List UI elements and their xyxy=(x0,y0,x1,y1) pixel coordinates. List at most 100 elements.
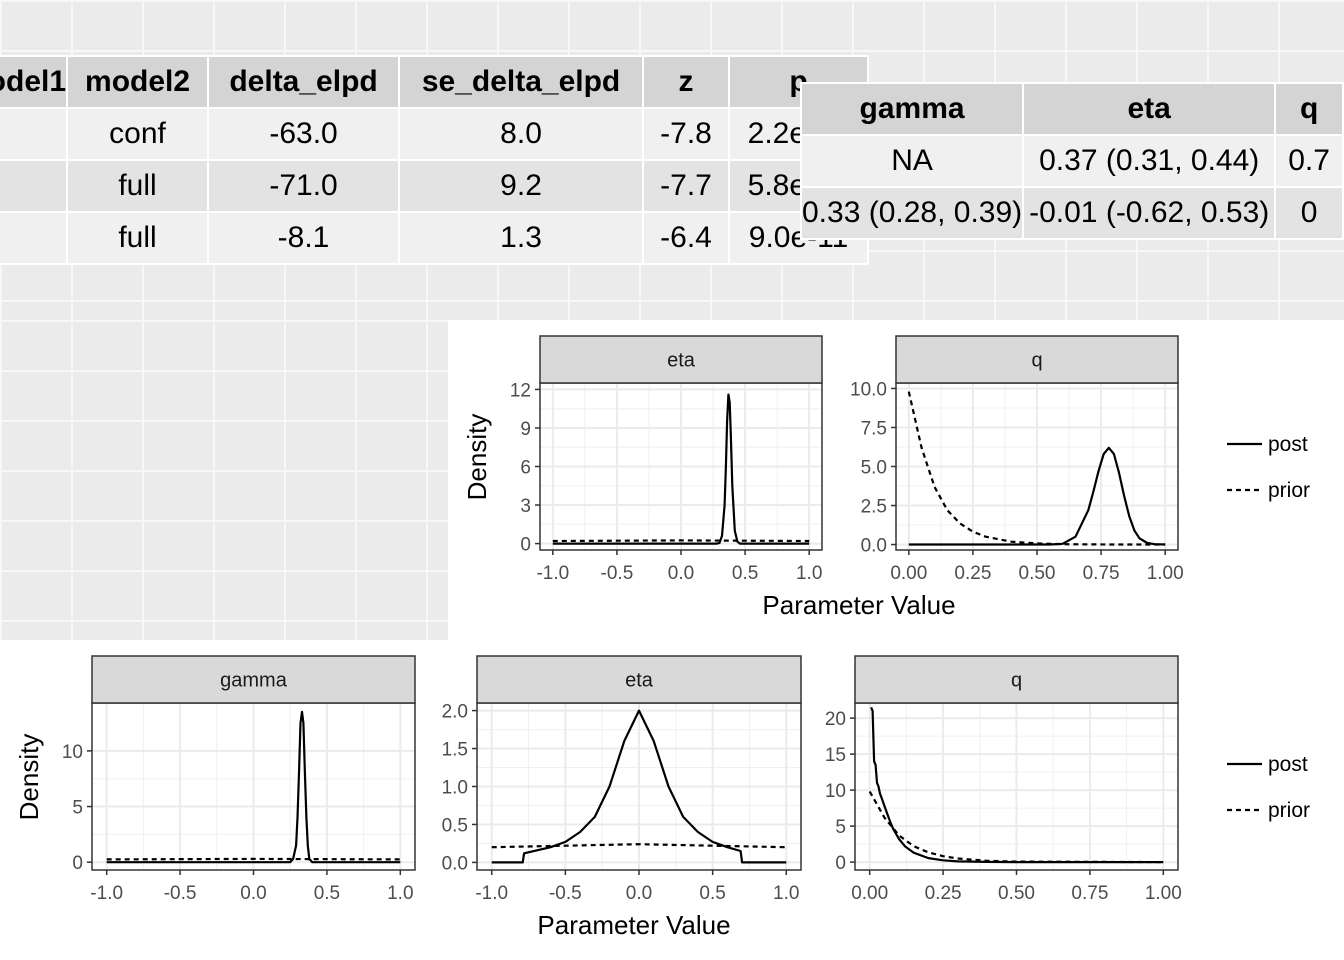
table-cell: -63.0 xyxy=(207,107,401,161)
x-tick-label: -1.0 xyxy=(536,563,569,584)
y-tick-label: 10.0 xyxy=(850,379,887,400)
x-tick-label: 0.25 xyxy=(925,883,962,904)
series-line-post xyxy=(552,393,810,545)
x-tick-label: 0.5 xyxy=(732,563,758,584)
legend-label: prior xyxy=(1268,799,1310,822)
table-cell xyxy=(0,107,69,161)
table-cell: -8.1 xyxy=(207,211,401,265)
table-cell: full xyxy=(66,211,210,265)
y-tick-label: 20 xyxy=(825,709,846,730)
x-tick-label: -1.0 xyxy=(90,883,123,904)
x-tick-label: 0.50 xyxy=(998,883,1035,904)
x-tick-label: -0.5 xyxy=(549,883,582,904)
x-tick-label: 0.00 xyxy=(851,883,888,904)
table-row: NA 0.37 (0.31, 0.44) 0.7 xyxy=(799,134,1344,188)
table-cell: 9.2 xyxy=(398,159,645,213)
x-axis-title: Parameter Value xyxy=(537,910,730,940)
legend-label: post xyxy=(1268,433,1308,456)
y-tick-label: 7.5 xyxy=(861,418,887,439)
x-tick-label: -1.0 xyxy=(475,883,508,904)
series-line-post xyxy=(106,710,401,864)
table-cell: 0.33 (0.28, 0.39) xyxy=(799,186,1025,240)
y-tick-label: 10 xyxy=(62,742,83,763)
legend-label: prior xyxy=(1268,479,1310,502)
x-tick-label: 1.00 xyxy=(1145,883,1182,904)
x-tick-label: 1.00 xyxy=(1147,563,1184,584)
table-cell: conf xyxy=(66,107,210,161)
parameter-summary-table: gamma eta q NA 0.37 (0.31, 0.44) 0.7 0.3… xyxy=(799,82,1344,240)
series-line-post xyxy=(491,709,787,864)
x-tick-label: 0.0 xyxy=(626,883,652,904)
table-cell: 1.3 xyxy=(398,211,645,265)
y-tick-label: 6 xyxy=(520,458,531,479)
x-tick-label: 0.75 xyxy=(1071,883,1108,904)
facet-strip xyxy=(854,655,1179,704)
y-tick-label: 5 xyxy=(835,817,846,838)
column-header: gamma xyxy=(799,82,1025,136)
column-header: eta xyxy=(1022,82,1277,136)
legend-label: post xyxy=(1268,753,1308,776)
series-line-prior xyxy=(491,843,787,849)
series-line-post xyxy=(870,706,1164,864)
table-row: full -71.0 9.2 -7.7 5.8e-15 xyxy=(0,159,870,213)
facet-title: q xyxy=(1011,670,1022,692)
series-line-prior xyxy=(106,857,401,861)
y-tick-label: 3 xyxy=(520,496,531,517)
table-cell: -7.8 xyxy=(642,107,731,161)
y-tick-label: 12 xyxy=(510,380,531,401)
y-tick-label: 10 xyxy=(825,781,846,802)
table-cell: -0.01 (-0.62, 0.53) xyxy=(1022,186,1277,240)
y-tick-label: 0.5 xyxy=(442,815,468,836)
x-tick-label: 1.0 xyxy=(796,563,822,584)
y-tick-label: 5 xyxy=(72,798,83,819)
table-cell xyxy=(0,159,69,213)
series-line-post xyxy=(908,446,1166,546)
loo-comparison-table: model1 model2 delta_elpd se_delta_elpd z… xyxy=(0,55,870,265)
table-row: full -8.1 1.3 -6.4 9.0e-11 xyxy=(0,211,870,265)
series-line-prior xyxy=(907,391,1166,546)
facet-title: eta xyxy=(625,670,654,692)
x-tick-label: 0.0 xyxy=(668,563,694,584)
y-tick-label: 5.0 xyxy=(861,458,887,479)
y-tick-label: 0.0 xyxy=(861,536,887,557)
facet-strip xyxy=(895,335,1179,384)
x-tick-label: 0.75 xyxy=(1083,563,1120,584)
table-cell: 0.7 xyxy=(1274,134,1344,188)
x-tick-label: 0.00 xyxy=(890,563,927,584)
x-tick-label: 0.25 xyxy=(954,563,991,584)
table-cell: 0.37 (0.31, 0.44) xyxy=(1022,134,1277,188)
x-tick-label: 0.5 xyxy=(699,883,725,904)
y-axis-title: Density xyxy=(462,414,492,501)
table-cell: 8.0 xyxy=(398,107,645,161)
column-header: model1 xyxy=(0,55,69,109)
facet-title: gamma xyxy=(220,670,288,692)
table-cell: NA xyxy=(799,134,1025,188)
y-tick-label: 1.0 xyxy=(442,778,468,799)
table-cell: full xyxy=(66,159,210,213)
y-tick-label: 0.0 xyxy=(442,853,468,874)
table-row: conf -63.0 8.0 -7.8 2.2e-15 xyxy=(0,107,870,161)
y-tick-label: 0 xyxy=(835,853,846,874)
y-tick-label: 2.5 xyxy=(861,497,887,518)
y-tick-label: 1.5 xyxy=(442,740,468,761)
series-line-prior xyxy=(868,790,1164,864)
y-tick-label: 2.0 xyxy=(442,702,468,723)
facet-strip xyxy=(539,335,823,384)
column-header: se_delta_elpd xyxy=(398,55,645,109)
column-header: q xyxy=(1274,82,1344,136)
table-cell: 0 xyxy=(1274,186,1344,240)
x-tick-label: 0.0 xyxy=(240,883,266,904)
facet-title: q xyxy=(1031,350,1042,372)
table-background-lower xyxy=(0,320,448,640)
x-tick-label: 0.5 xyxy=(314,883,340,904)
facet-strip xyxy=(476,655,802,704)
column-header: model2 xyxy=(66,55,210,109)
facet-title: eta xyxy=(667,350,696,372)
table-cell xyxy=(0,211,69,265)
y-axis-title: Density xyxy=(14,734,44,821)
x-tick-label: -0.5 xyxy=(164,883,197,904)
y-tick-label: 0 xyxy=(520,535,531,556)
column-header: z xyxy=(642,55,731,109)
x-tick-label: 1.0 xyxy=(773,883,799,904)
